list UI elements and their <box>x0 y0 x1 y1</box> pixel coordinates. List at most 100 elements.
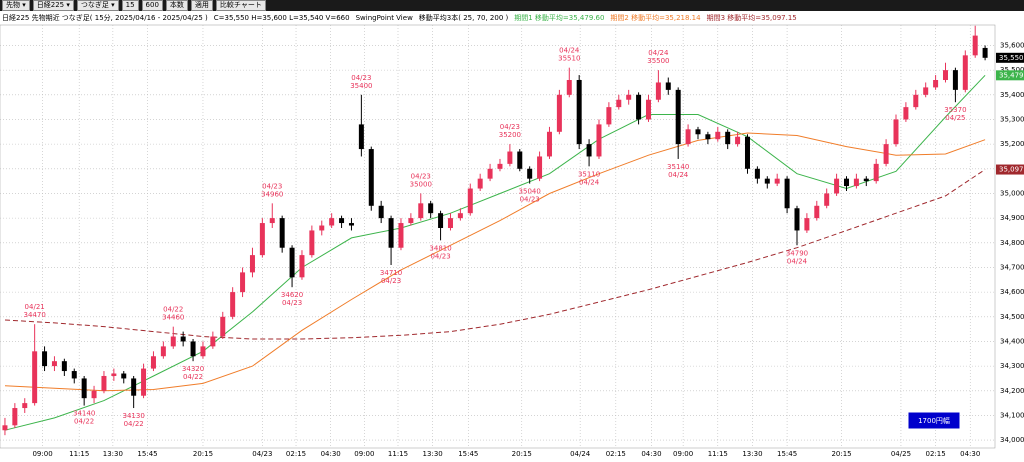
candle-body <box>51 361 57 367</box>
swing-label: 04/23 <box>430 252 450 260</box>
candle-body <box>210 336 216 347</box>
candle-body <box>556 94 562 132</box>
y-tick-label: 34,000 <box>1000 436 1024 444</box>
candle-body <box>220 316 226 337</box>
candle-body <box>240 272 246 293</box>
candle-body <box>200 346 206 357</box>
candle-body <box>279 218 285 248</box>
price-marker-label: 35,550 <box>999 54 1024 62</box>
x-tick-label: 20:15 <box>512 450 532 458</box>
candle-body <box>329 218 335 226</box>
candle-body <box>299 255 305 278</box>
toolbar: 先物 日経225 つなぎ足 15 600 本数 適用 比較チャート <box>0 0 1024 11</box>
swing-label: 34790 <box>786 249 808 257</box>
x-tick-label: 04:30 <box>321 450 341 458</box>
swing-label: 04/22 <box>163 306 183 314</box>
candle-body <box>546 131 552 157</box>
candle-body <box>81 378 87 399</box>
candle-body <box>606 107 612 125</box>
swing-label: 04/25 <box>945 114 965 122</box>
legend-entry: 期間3 移動平均=35,097.15 <box>706 14 797 22</box>
swing-label: 04/23 <box>520 196 540 204</box>
candle-body <box>784 178 790 209</box>
candle-body <box>428 203 434 214</box>
y-tick-label: 35,400 <box>1000 91 1024 99</box>
candle-body <box>230 292 236 317</box>
swing-label: 04/24 <box>787 257 808 265</box>
candle-body <box>447 218 453 228</box>
candle-body <box>160 346 166 357</box>
compare-button[interactable]: 比較チャート <box>215 0 266 11</box>
candle-body <box>616 99 622 108</box>
y-tick-label: 35,200 <box>1000 140 1024 148</box>
price-marker-label: 35,097 <box>999 166 1024 174</box>
moving-average <box>4 132 986 392</box>
candle-body <box>269 218 275 224</box>
candle-body <box>636 94 642 120</box>
candle-body <box>309 230 315 256</box>
count-input[interactable]: 600 <box>141 0 163 11</box>
candle-body <box>487 168 493 179</box>
y-tick-label: 35,500 <box>1000 66 1024 74</box>
candle-body <box>2 425 8 431</box>
candle-body <box>576 80 582 145</box>
info-view: SwingPoint View <box>355 14 413 22</box>
candle-body <box>725 131 731 145</box>
info-line: 日経225 先物期近 つなぎ足( 15分, 2025/04/16 - 2025/… <box>2 13 809 23</box>
x-tick-label: 13:30 <box>423 450 443 458</box>
candle-body <box>596 124 602 157</box>
candle-body <box>180 336 186 342</box>
candle-body <box>477 178 483 189</box>
y-tick-label: 34,800 <box>1000 239 1024 247</box>
swing-label: 35400 <box>350 82 372 90</box>
x-tick-label: 04:30 <box>960 450 980 458</box>
candle-body <box>744 136 750 169</box>
candle-body <box>517 151 523 169</box>
price-marker <box>996 52 1024 63</box>
candle-body <box>715 131 721 140</box>
candle-body <box>12 408 18 426</box>
x-tick-label: 15:45 <box>458 450 478 458</box>
y-tick-label: 34,400 <box>1000 337 1024 345</box>
range-badge-box <box>907 411 961 430</box>
swing-label: 35200 <box>499 131 521 139</box>
symbol-select[interactable]: 日経225 <box>32 0 74 11</box>
info-ma: 移動平均3本( 25, 70, 200 ) <box>418 14 509 22</box>
x-tick-label: 09:00 <box>673 450 693 458</box>
candle-body <box>368 149 374 206</box>
swing-label: 34810 <box>429 244 451 252</box>
swing-label: 35140 <box>667 163 689 171</box>
candle-body <box>259 223 265 256</box>
candle-body <box>566 80 572 95</box>
candle-body <box>111 373 117 376</box>
swing-label: 04/23 <box>262 182 282 190</box>
apply-button[interactable]: 適用 <box>190 0 213 11</box>
candle-body <box>71 371 77 379</box>
y-tick-label: 34,600 <box>1000 288 1024 296</box>
candle-body <box>170 336 176 347</box>
y-tick-label: 35,300 <box>1000 115 1024 123</box>
x-tick-label: 02:15 <box>286 450 306 458</box>
period-input[interactable]: 15 <box>121 0 139 11</box>
legend: 期間1 移動平均=35,479.60 期間2 移動平均=35,218.14 期間3 … <box>514 14 803 22</box>
swing-label: 04/24 <box>579 178 600 186</box>
info-ohlc: C=35,550 H=35,600 L=35,540 V=660 <box>213 14 350 22</box>
x-tick-label: 13:30 <box>103 450 123 458</box>
x-tick-label: 02:15 <box>606 450 626 458</box>
candle-body <box>893 119 899 145</box>
candle-body <box>507 151 513 164</box>
candle-body <box>754 168 760 179</box>
price-marker <box>996 70 1024 81</box>
candle-body <box>398 223 404 248</box>
candle-body <box>843 178 849 187</box>
candle-body <box>972 35 978 56</box>
candle-body <box>655 82 661 100</box>
market-select[interactable]: 先物 <box>2 0 30 11</box>
x-tick-label: 09:00 <box>32 450 52 458</box>
mode-select[interactable]: つなぎ足 <box>76 0 119 11</box>
swing-label: 34320 <box>182 365 204 373</box>
swing-label: 04/22 <box>183 373 203 381</box>
candle-body <box>824 193 830 206</box>
x-tick-label: 11:15 <box>69 450 89 458</box>
